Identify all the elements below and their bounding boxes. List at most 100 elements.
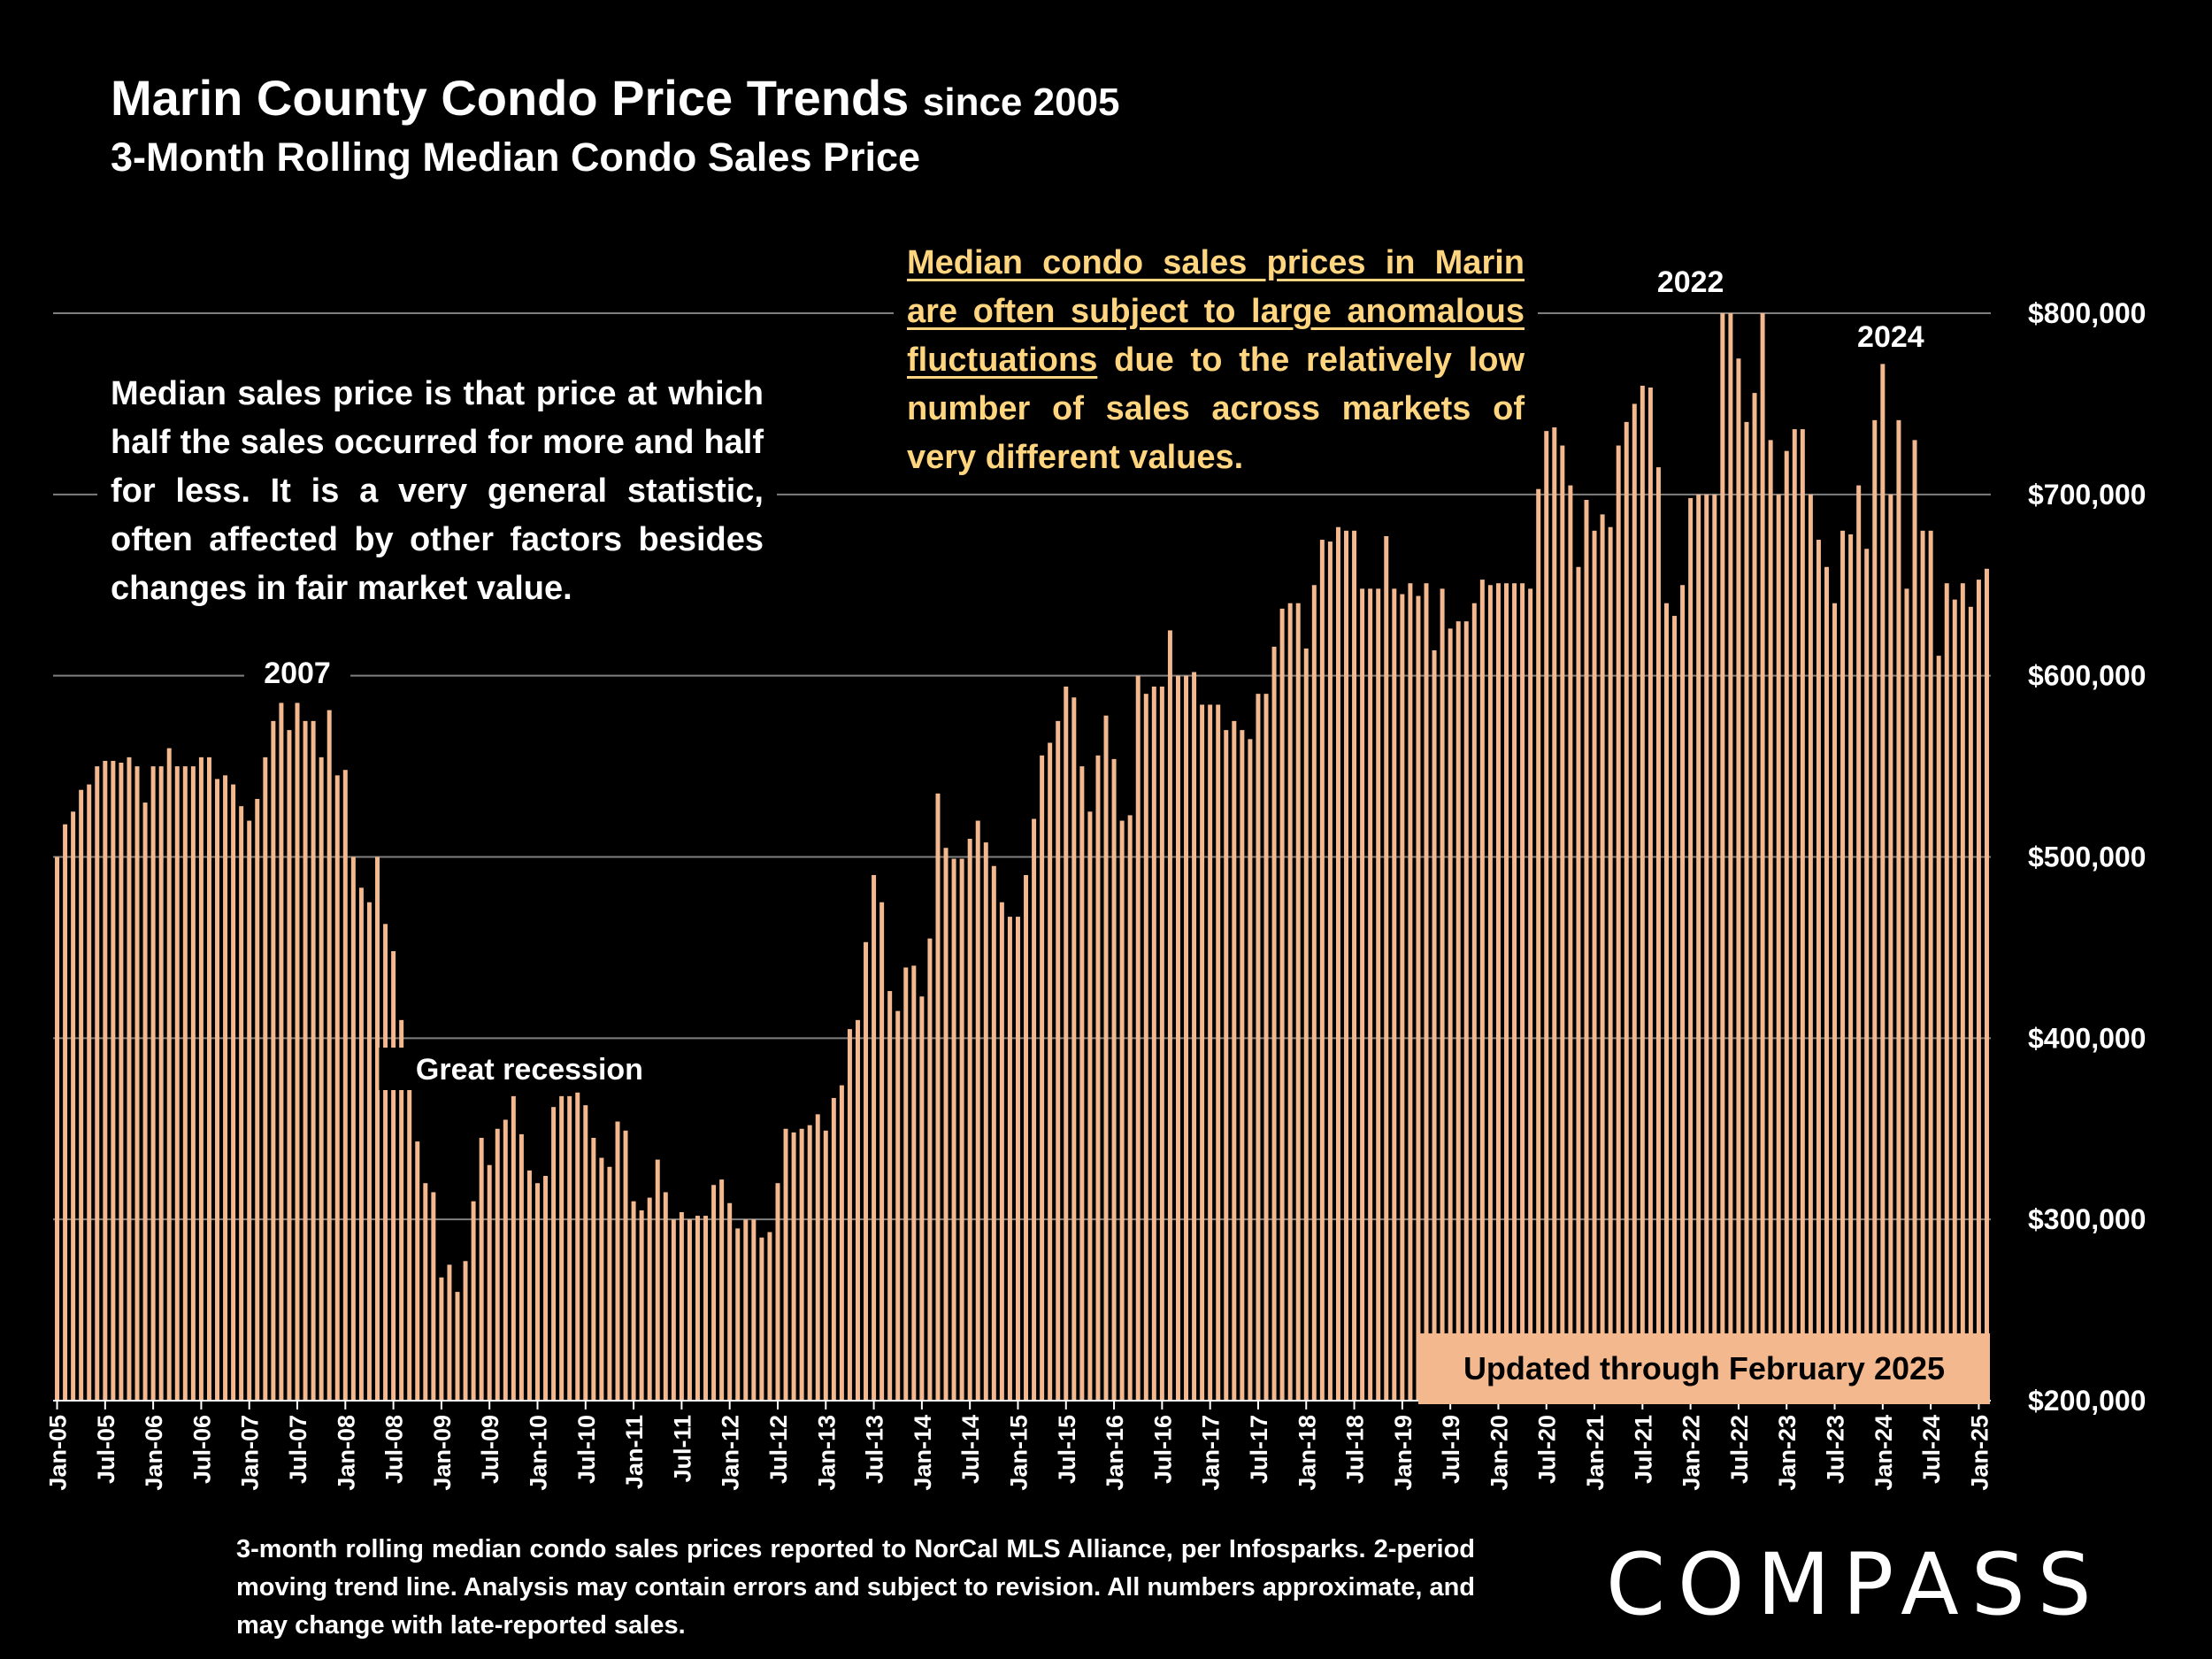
bar-84 [727, 1202, 733, 1401]
bar-132 [1111, 758, 1117, 1401]
bar-141 [1184, 675, 1189, 1401]
bar-193 [1600, 514, 1605, 1401]
bar-157 [1311, 585, 1317, 1401]
updated-badge: Updated through February 2025 [1418, 1333, 1990, 1404]
bar-42 [391, 951, 396, 1401]
bar-59 [526, 1170, 532, 1401]
bar-184 [1528, 588, 1533, 1401]
bar-41 [383, 924, 388, 1401]
bar-112 [951, 858, 956, 1401]
bar-21 [223, 775, 228, 1401]
bar-43 [399, 1019, 404, 1401]
bar-19 [206, 757, 211, 1401]
y-tick-label: $400,000 [2028, 1022, 2146, 1054]
bar-67 [591, 1137, 596, 1401]
x-tick-label: Jan-08 [333, 1415, 359, 1491]
fluctuation-note-rest: due to the relatively low number of sale… [907, 342, 1525, 476]
bar-216 [1784, 450, 1789, 1401]
y-tick-label: $800,000 [2028, 297, 2146, 329]
bar-45 [415, 1141, 420, 1401]
bar-227 [1872, 419, 1878, 1401]
bar-1 [63, 824, 68, 1401]
bar-86 [743, 1219, 749, 1401]
x-tick-label: Jan-24 [1870, 1415, 1897, 1491]
x-tick-label: Jul-17 [1246, 1415, 1272, 1484]
bar-55 [495, 1128, 500, 1401]
bar-111 [943, 848, 949, 1401]
bar-12 [150, 766, 156, 1401]
bar-240 [1976, 580, 1981, 1401]
x-tick-label: Jul-24 [1918, 1415, 1945, 1484]
bar-181 [1504, 583, 1509, 1401]
bar-211 [1744, 421, 1749, 1401]
median-definition-note: Median sales price is that price at whic… [111, 375, 764, 607]
bar-71 [623, 1130, 628, 1401]
bar-117 [991, 865, 996, 1401]
bar-75 [655, 1159, 660, 1401]
bar-5 [95, 766, 100, 1401]
x-ticks: Jan-05 Jul-05 Jan-06 Jul-06 Jan-07 Jul-07 Jan-… [45, 1401, 1993, 1491]
x-tick-label: Jan-13 [813, 1415, 840, 1491]
bar-66 [583, 1105, 588, 1401]
bar-197 [1632, 403, 1637, 1402]
x-tick-label: Jul-20 [1534, 1415, 1561, 1484]
x-tick-label: Jul-13 [862, 1415, 888, 1484]
bar-151 [1263, 694, 1269, 1401]
bar-2 [71, 811, 76, 1401]
bar-104 [887, 991, 893, 1401]
bar-174 [1448, 628, 1453, 1401]
bar-33 [319, 757, 324, 1401]
bar-15 [174, 766, 180, 1401]
bar-238 [1960, 583, 1965, 1401]
bar-38 [358, 887, 364, 1401]
bar-83 [719, 1179, 725, 1401]
bar-68 [599, 1157, 604, 1401]
bar-31 [303, 720, 308, 1401]
bar-171 [1424, 583, 1429, 1401]
bar-118 [999, 902, 1004, 1401]
bar-87 [751, 1219, 757, 1401]
bar-220 [1816, 540, 1821, 1401]
bar-172 [1432, 649, 1437, 1401]
note-left-backdrop [97, 361, 777, 618]
x-tick-label: Jul-11 [669, 1415, 695, 1483]
bar-233 [1920, 530, 1925, 1401]
x-tick-label: Jul-08 [381, 1415, 408, 1484]
x-tick-label: Jan-06 [141, 1415, 167, 1491]
bar-224 [1848, 534, 1854, 1401]
bar-142 [1192, 672, 1197, 1401]
bar-155 [1295, 603, 1301, 1401]
bar-85 [735, 1228, 741, 1401]
bar-137 [1151, 686, 1156, 1401]
bar-126 [1064, 686, 1069, 1401]
bar-49 [447, 1264, 452, 1401]
bar-183 [1520, 583, 1525, 1401]
x-tick-label: Jan-21 [1582, 1415, 1609, 1491]
bar-144 [1208, 704, 1213, 1401]
bar-17 [190, 766, 196, 1401]
bar-61 [543, 1176, 549, 1401]
bar-81 [703, 1216, 709, 1401]
y-tick-label: $200,000 [2028, 1385, 2146, 1417]
bar-222 [1832, 603, 1838, 1401]
bar-7 [111, 760, 116, 1401]
bar-153 [1279, 608, 1285, 1401]
bar-150 [1256, 694, 1261, 1401]
bar-176 [1463, 621, 1469, 1401]
bar-134 [1127, 815, 1133, 1401]
x-tick-label: Jan-07 [237, 1415, 264, 1491]
bar-235 [1936, 656, 1941, 1401]
bar-123 [1040, 755, 1045, 1401]
bar-237 [1952, 599, 1957, 1401]
bar-135 [1135, 675, 1141, 1401]
bar-230 [1896, 419, 1901, 1401]
bar-201 [1664, 603, 1669, 1401]
bar-175 [1455, 621, 1461, 1401]
bar-186 [1544, 431, 1549, 1402]
bar-70 [615, 1121, 620, 1401]
bar-24 [247, 820, 252, 1401]
bar-180 [1495, 583, 1501, 1401]
bar-18 [198, 757, 204, 1401]
bar-88 [759, 1237, 764, 1401]
x-tick-label: Jul-06 [188, 1415, 215, 1484]
